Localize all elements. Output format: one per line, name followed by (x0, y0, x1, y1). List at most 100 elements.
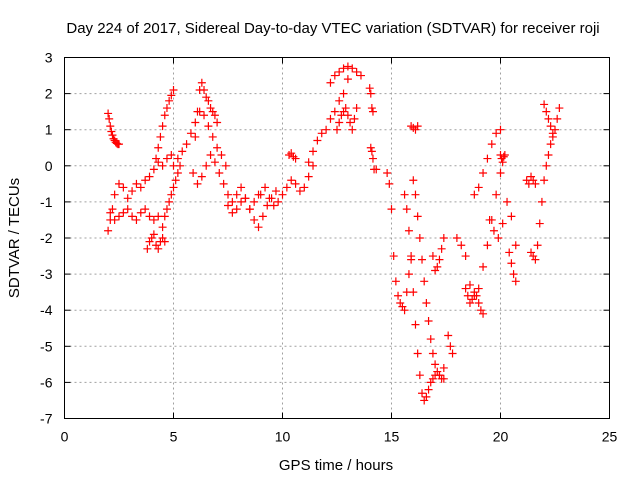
data-point (213, 143, 222, 152)
data-point (313, 136, 322, 145)
chart-title: Day 224 of 2017, Sidereal Day-to-day VTE… (66, 20, 599, 37)
series-segment-r (383, 169, 416, 315)
data-point (439, 363, 448, 372)
y-tick-label: -3 (40, 266, 53, 282)
data-point (322, 125, 331, 134)
data-point (343, 62, 352, 71)
data-point (191, 118, 200, 127)
y-tick-label: -6 (40, 374, 53, 390)
data-point (152, 154, 161, 163)
data-point (206, 150, 215, 159)
data-point (540, 100, 549, 109)
data-point (213, 118, 222, 127)
data-point (333, 125, 341, 134)
data-point (200, 111, 209, 120)
data-point (128, 212, 137, 221)
data-point (404, 270, 413, 279)
data-point (470, 190, 479, 199)
data-point (433, 367, 442, 376)
data-point (400, 306, 409, 315)
data-point (210, 111, 219, 120)
data-point (136, 208, 145, 217)
data-point (104, 109, 113, 118)
data-point (343, 75, 352, 84)
data-point (158, 223, 167, 232)
data-point (439, 374, 448, 383)
data-point (108, 131, 117, 140)
data-point (339, 107, 348, 116)
data-point (529, 252, 538, 261)
data-point (162, 205, 171, 214)
data-point (544, 150, 553, 159)
data-point (415, 371, 424, 380)
data-point (428, 374, 437, 383)
data-point (367, 104, 376, 113)
data-point (341, 104, 350, 113)
data-point (335, 118, 344, 127)
data-point (348, 125, 357, 134)
data-point (105, 114, 114, 123)
data-point (250, 197, 259, 206)
data-point (461, 252, 470, 261)
data-point (348, 64, 357, 73)
data-point (162, 104, 171, 113)
data-point (143, 244, 152, 253)
y-tick-label: 1 (45, 122, 53, 138)
data-point (295, 187, 304, 196)
data-point (548, 129, 557, 138)
data-point (444, 331, 453, 340)
data-point (106, 122, 115, 131)
data-point (304, 172, 313, 181)
data-point (368, 107, 377, 116)
data-point (461, 284, 470, 293)
data-point (479, 262, 488, 271)
data-point (529, 176, 538, 185)
data-point (533, 241, 542, 250)
data-point (409, 123, 418, 132)
data-point (154, 143, 163, 152)
data-point (169, 183, 178, 192)
data-point (411, 320, 420, 329)
series-segment-b (104, 150, 176, 235)
data-point (457, 241, 466, 250)
data-point (115, 179, 123, 188)
data-point (108, 205, 117, 214)
data-point (110, 215, 119, 224)
data-point (141, 205, 150, 214)
data-point (542, 107, 551, 116)
data-point (385, 179, 394, 188)
data-point (182, 140, 191, 149)
data-point (492, 129, 501, 138)
data-point (149, 165, 158, 174)
series-segment-t (409, 176, 448, 383)
x-tick-label: 20 (493, 429, 509, 445)
data-point (433, 262, 442, 271)
data-point (476, 306, 485, 315)
data-point (156, 132, 165, 141)
data-point (479, 309, 488, 318)
data-point (169, 85, 178, 94)
data-points (104, 62, 564, 405)
data-point (509, 270, 518, 279)
data-point (141, 176, 150, 185)
data-point (197, 172, 206, 181)
data-point (499, 152, 508, 161)
data-point (149, 230, 158, 239)
y-axis-label: SDTVAR / TECUs (6, 178, 23, 298)
data-point (106, 208, 115, 217)
data-point (537, 197, 546, 206)
data-point (202, 161, 211, 170)
data-point (330, 107, 339, 116)
data-point (287, 176, 296, 185)
data-point (208, 107, 217, 116)
data-point (546, 122, 555, 131)
data-point (420, 396, 429, 405)
data-point (527, 172, 536, 181)
data-point (413, 212, 422, 221)
data-point (483, 241, 492, 250)
data-point (165, 197, 174, 206)
data-point (145, 237, 154, 246)
data-point (208, 132, 217, 141)
data-point (402, 205, 411, 214)
series-segment-g (169, 107, 230, 170)
